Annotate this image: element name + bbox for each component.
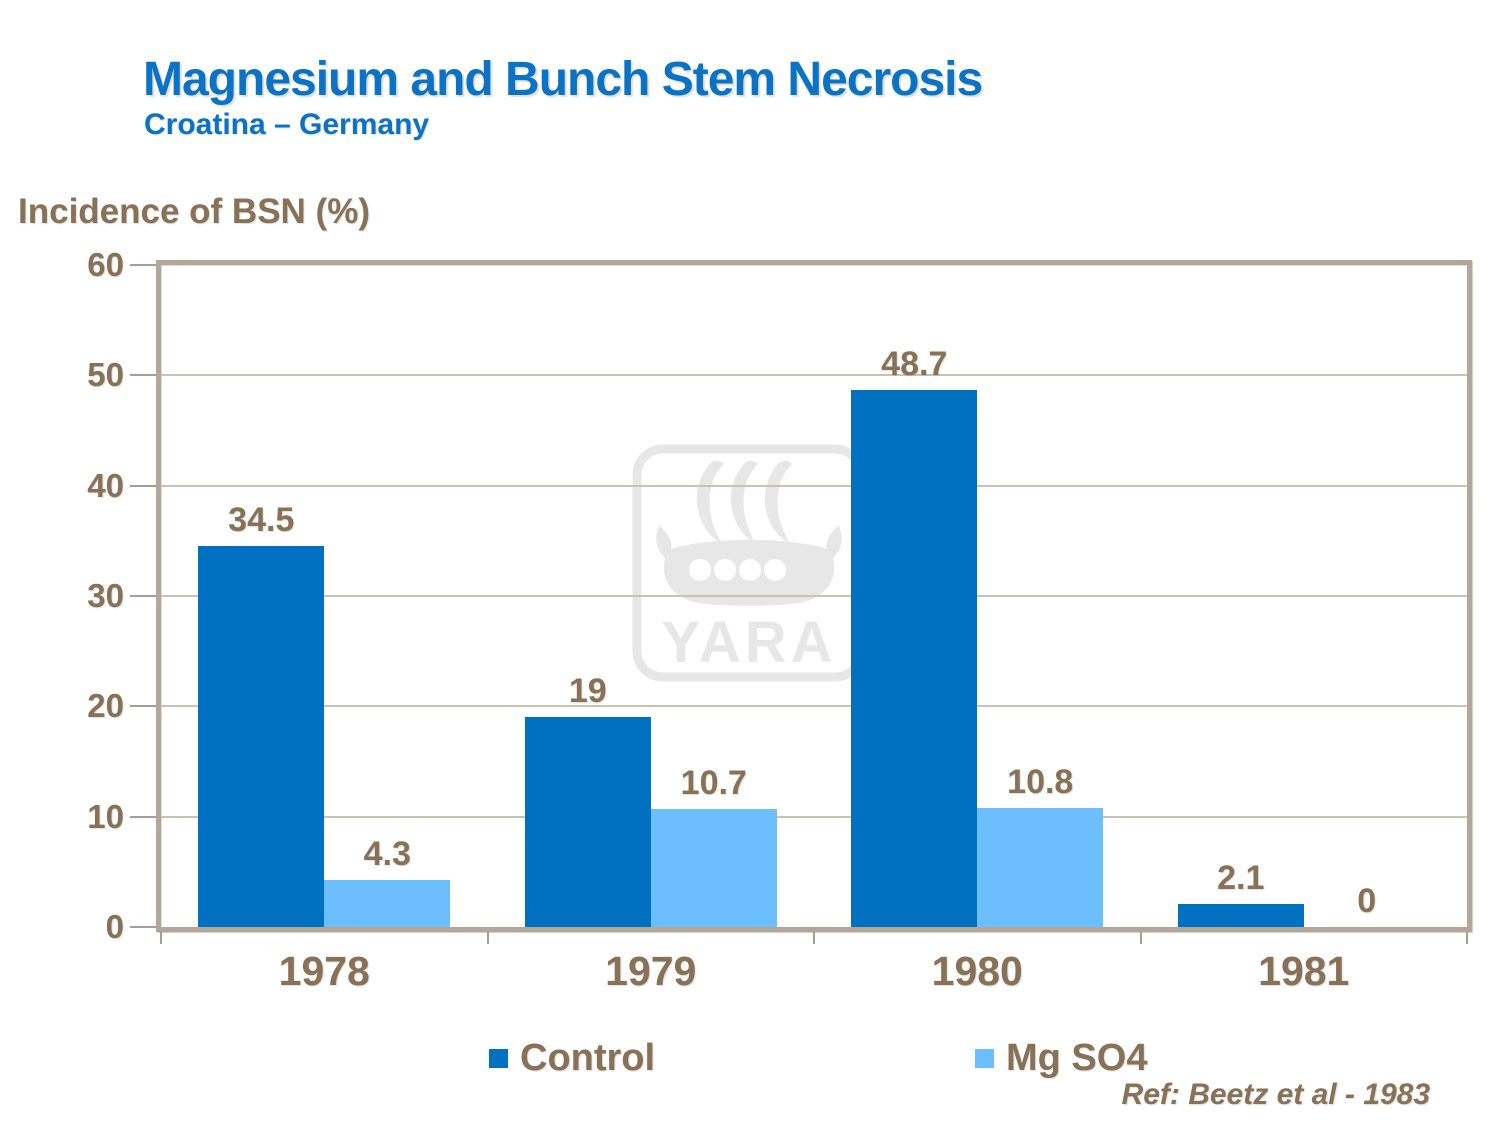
bar-mg-so4-1978 <box>324 879 451 927</box>
mgso4-legend-label: Mg SO4 <box>1006 1036 1148 1079</box>
bar-control-1980 <box>851 389 978 927</box>
yara-logo-watermark: YARA <box>632 444 866 682</box>
value-label-control-1978: 34.5 <box>228 501 295 540</box>
watermark-text: YARA <box>661 610 836 675</box>
value-label-control-1979: 19 <box>568 672 607 711</box>
y-tick-label-0: 0 <box>105 908 124 945</box>
x-axis-tick-3 <box>1139 932 1142 944</box>
mgso4-legend-swatch-icon <box>975 1048 994 1068</box>
y-tick-label-20: 20 <box>87 687 124 725</box>
x-tick-label-1980: 1980 <box>931 948 1023 994</box>
value-label-mg-so4-1978: 4.3 <box>363 834 411 873</box>
x-tick-label-1981: 1981 <box>1258 948 1350 994</box>
y-tick-30 <box>130 595 156 597</box>
chart-subtitle: Croatina – Germany <box>144 108 430 141</box>
control-legend-label: Control <box>520 1036 656 1079</box>
value-label-control-1981: 2.1 <box>1217 858 1265 897</box>
bar-mg-so4-1979 <box>650 808 777 927</box>
y-tick-0 <box>130 926 156 928</box>
x-tick-label-1978: 1978 <box>278 948 370 994</box>
y-axis-title: Incidence of BSN (%) <box>18 192 370 231</box>
value-label-mg-so4-1980: 10.8 <box>1007 762 1074 801</box>
gridline-30 <box>161 595 1467 597</box>
chart-title: Magnesium and Bunch Stem Necrosis <box>143 53 983 106</box>
y-tick-60 <box>130 264 156 266</box>
plot-inner: YARA 34.5 4.3 19 10.7 48.7 10.8 2.1 0 <box>161 265 1467 927</box>
plot-area: YARA 34.5 4.3 19 10.7 48.7 10.8 2.1 0 <box>156 260 1472 932</box>
y-tick-10 <box>130 815 156 818</box>
x-axis-tick-1 <box>486 932 489 944</box>
x-axis-tick-0 <box>160 932 162 944</box>
bar-control-1981 <box>1177 903 1304 927</box>
y-tick-50 <box>130 374 156 377</box>
legend-item-control: Control <box>489 1036 655 1080</box>
y-tick-label-30: 30 <box>87 577 124 614</box>
bar-control-1979 <box>524 717 651 927</box>
y-tick-label-60: 60 <box>87 246 124 283</box>
x-axis-tick-4 <box>1466 932 1468 944</box>
control-legend-swatch-icon <box>489 1048 508 1068</box>
viking-ship-icon <box>656 460 842 606</box>
value-label-control-1980: 48.7 <box>881 344 948 383</box>
legend-item-mgso4: Mg SO4 <box>975 1036 1147 1080</box>
reference-text: Ref: Beetz et al - 1983 <box>1121 1078 1430 1111</box>
gridline-20 <box>161 705 1467 708</box>
y-tick-label-50: 50 <box>87 356 124 394</box>
x-axis-tick-2 <box>813 932 815 944</box>
value-label-mg-so4-1981: 0 <box>1357 882 1377 920</box>
bar-mg-so4-1980 <box>977 807 1104 927</box>
gridline-10 <box>161 815 1467 818</box>
y-tick-label-40: 40 <box>87 466 124 504</box>
y-tick-20 <box>130 705 156 708</box>
gridline-40 <box>161 484 1467 487</box>
x-tick-label-1979: 1979 <box>605 948 697 994</box>
y-tick-label-10: 10 <box>87 797 124 835</box>
value-label-mg-so4-1979: 10.7 <box>680 763 747 802</box>
y-tick-40 <box>130 484 156 487</box>
gridline-50 <box>161 374 1467 377</box>
bar-control-1978 <box>198 546 325 927</box>
